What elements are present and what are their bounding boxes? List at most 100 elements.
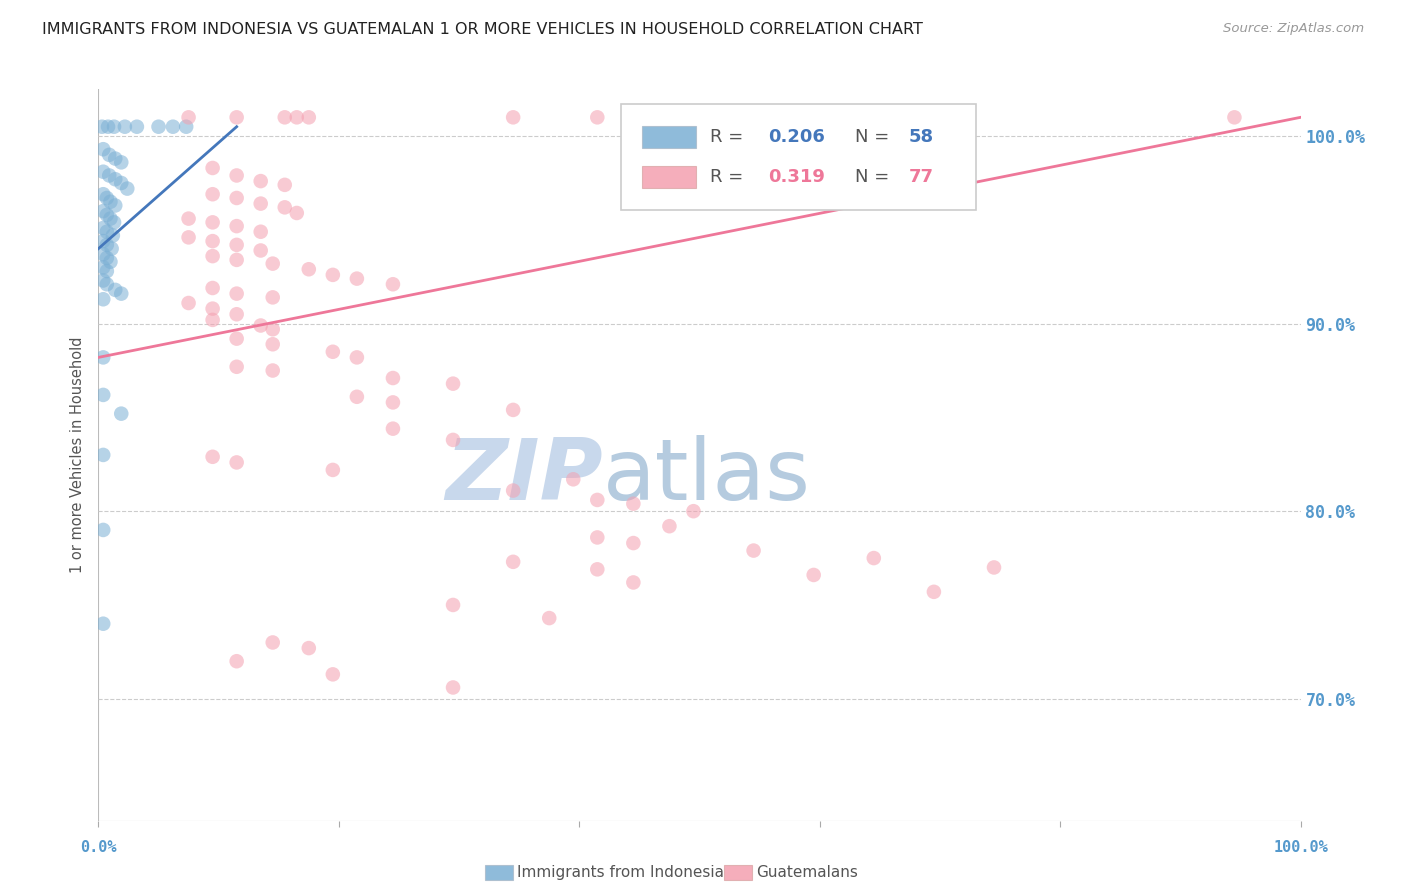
FancyBboxPatch shape	[641, 166, 696, 188]
Point	[225, 191, 247, 205]
Point	[91, 120, 114, 134]
Point	[381, 371, 404, 385]
Point	[97, 120, 120, 134]
Point	[96, 191, 118, 205]
Point	[586, 492, 609, 507]
Point	[91, 351, 114, 365]
Point	[225, 332, 247, 346]
Point	[201, 234, 224, 248]
Point	[100, 254, 122, 268]
Point	[96, 277, 118, 292]
Point	[201, 161, 224, 175]
Point	[91, 234, 114, 248]
Point	[249, 196, 271, 211]
Point	[441, 598, 464, 612]
Point	[803, 568, 825, 582]
Point	[98, 148, 121, 162]
Point	[117, 181, 139, 195]
Point	[104, 172, 127, 186]
Point	[91, 616, 114, 631]
Point	[322, 463, 344, 477]
Point	[225, 286, 247, 301]
Point	[91, 448, 114, 462]
Point	[100, 211, 122, 226]
Text: Guatemalans: Guatemalans	[756, 865, 858, 880]
Point	[103, 120, 125, 134]
Point	[148, 120, 170, 134]
Point	[174, 120, 197, 134]
Point	[91, 388, 114, 402]
Text: N =: N =	[855, 128, 894, 145]
Point	[502, 555, 524, 569]
Point	[274, 111, 297, 125]
Text: 0.0%: 0.0%	[80, 840, 117, 855]
Point	[177, 296, 200, 310]
Text: R =: R =	[710, 168, 749, 186]
Point	[742, 543, 765, 558]
FancyBboxPatch shape	[641, 126, 696, 148]
Text: 58: 58	[908, 128, 934, 145]
Point	[225, 219, 247, 233]
Point	[91, 260, 114, 275]
Point	[201, 187, 224, 202]
Point	[98, 169, 121, 183]
Text: R =: R =	[710, 128, 749, 145]
Point	[225, 455, 247, 469]
Point	[262, 635, 284, 649]
Point	[562, 472, 585, 486]
Point	[249, 174, 271, 188]
Point	[110, 176, 132, 190]
Point	[96, 264, 118, 278]
Point	[441, 376, 464, 391]
Point	[249, 318, 271, 333]
Point	[125, 120, 148, 134]
Point	[91, 292, 114, 306]
Point	[103, 215, 125, 229]
Text: 100.0%: 100.0%	[1274, 840, 1327, 855]
Text: atlas: atlas	[603, 435, 811, 518]
Point	[285, 111, 308, 125]
Point	[110, 407, 132, 421]
Point	[862, 551, 884, 566]
Point	[298, 111, 321, 125]
Point	[621, 497, 644, 511]
Point	[381, 395, 404, 409]
Point	[346, 271, 368, 285]
Point	[225, 111, 247, 125]
Point	[262, 257, 284, 271]
Point	[225, 307, 247, 321]
Point	[162, 120, 184, 134]
Point	[586, 562, 609, 576]
Point	[100, 242, 122, 256]
Point	[586, 531, 609, 545]
Point	[225, 359, 247, 374]
Point	[621, 575, 644, 590]
Point	[586, 111, 609, 125]
Point	[298, 641, 321, 656]
Point	[201, 313, 224, 327]
Point	[322, 344, 344, 359]
Point	[110, 286, 132, 301]
Text: 0.206: 0.206	[768, 128, 825, 145]
Point	[249, 225, 271, 239]
Point	[91, 247, 114, 261]
Point	[1223, 111, 1246, 125]
Point	[322, 268, 344, 282]
Point	[201, 450, 224, 464]
Point	[262, 322, 284, 336]
Point	[682, 504, 704, 518]
Point	[91, 165, 114, 179]
Point	[225, 169, 247, 183]
Text: 77: 77	[908, 168, 934, 186]
Point	[201, 301, 224, 316]
Point	[502, 483, 524, 498]
Point	[346, 351, 368, 365]
Point	[621, 536, 644, 550]
Point	[262, 337, 284, 351]
Point	[441, 433, 464, 447]
Point	[322, 667, 344, 681]
Point	[110, 155, 132, 169]
Y-axis label: 1 or more Vehicles in Household: 1 or more Vehicles in Household	[70, 336, 86, 574]
Text: N =: N =	[855, 168, 894, 186]
Point	[177, 230, 200, 244]
